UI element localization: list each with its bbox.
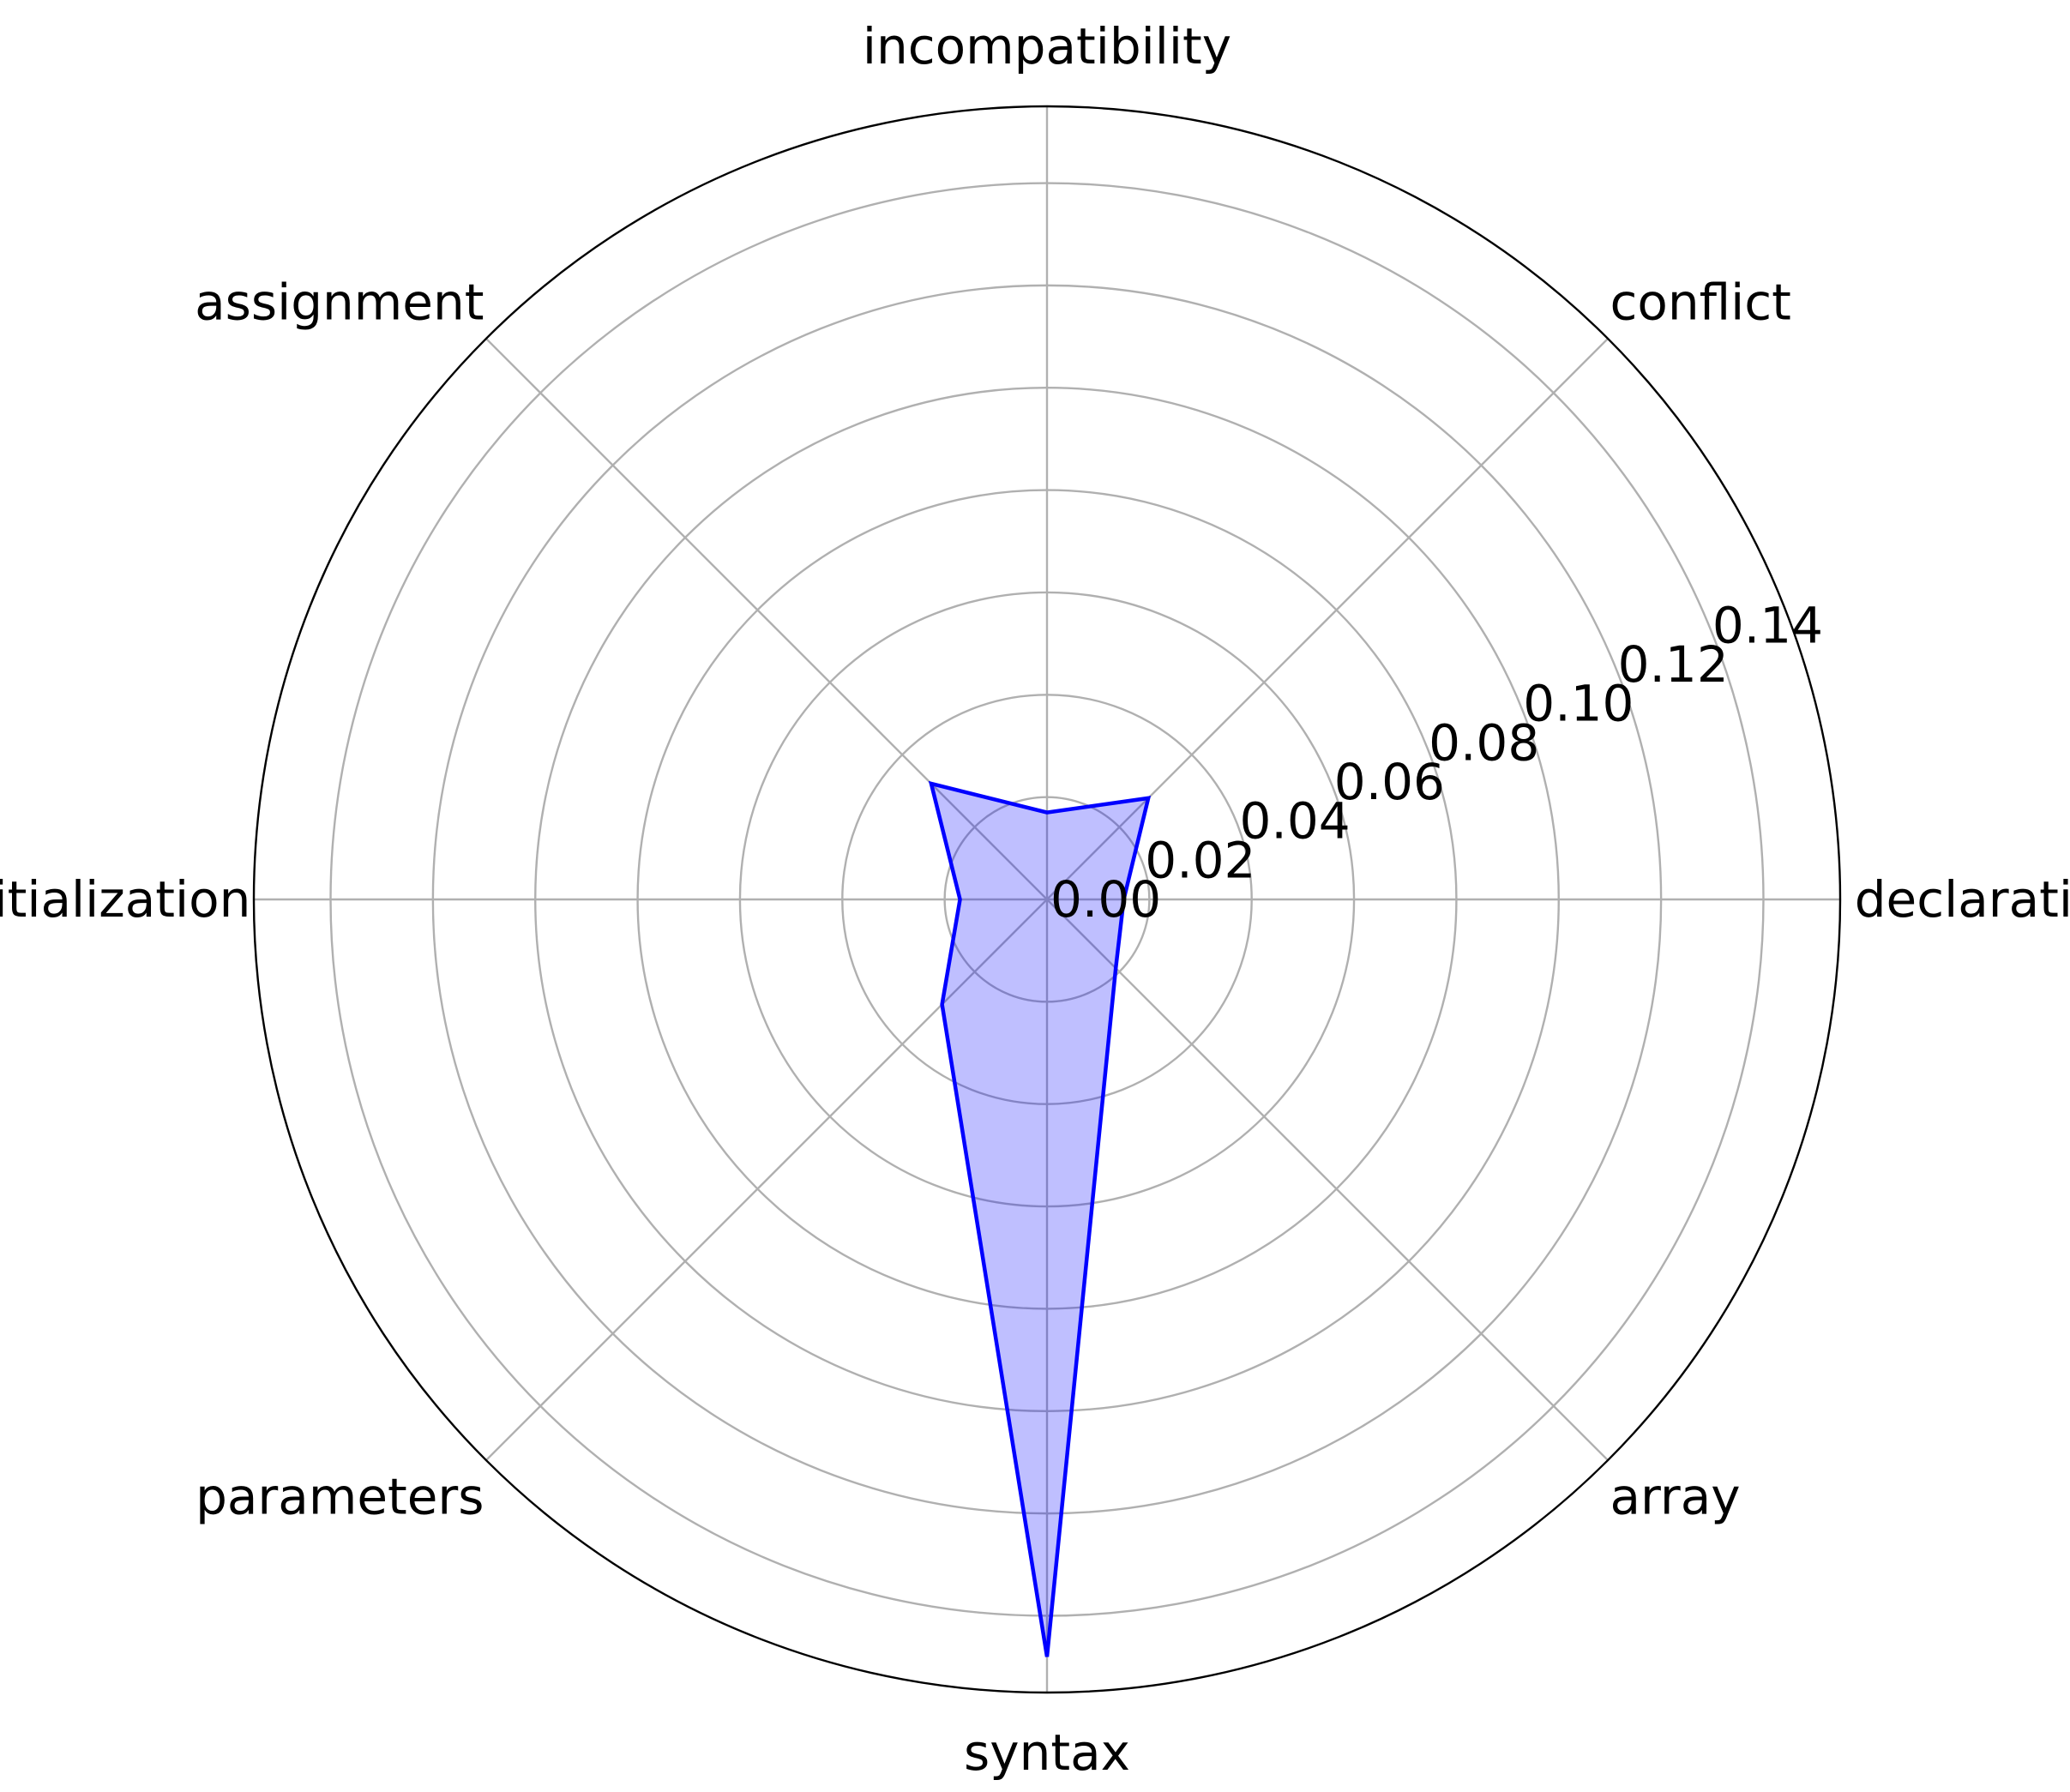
grid-layer: [254, 106, 1840, 1693]
polar-frame: [252, 105, 1842, 1694]
radial-tick-labels: 0.000.020.040.060.080.100.120.14: [1050, 596, 1823, 929]
spoke-parameters: [485, 899, 1048, 1461]
category-label-incompatibility: incompatibility: [863, 17, 1231, 75]
category-label-syntax: syntax: [964, 1723, 1130, 1782]
series-area-0: [930, 783, 1149, 1657]
radial-tick-label: 0.14: [1712, 596, 1823, 654]
radial-tick-label: 0.08: [1429, 713, 1539, 772]
radial-tick-label: 0.02: [1145, 831, 1255, 889]
category-label-declaration: declaration: [1855, 870, 2070, 929]
radial-tick-label: 0.12: [1618, 635, 1729, 694]
series-layer: [928, 780, 1152, 1657]
category-labels: declaration conflict incompatibility assign…: [0, 17, 2070, 1782]
spoke-conflict: [1046, 338, 1609, 900]
radial-tick-label: 0.10: [1523, 675, 1634, 733]
category-label-parameters: parameters: [196, 1468, 484, 1526]
radial-tick-label: 0.04: [1240, 792, 1351, 851]
radial-tick-label: 0.00: [1050, 870, 1161, 929]
spoke-assignment: [485, 338, 1048, 900]
category-label-initialization: initialization: [0, 870, 250, 929]
category-label-array: array: [1610, 1468, 1741, 1526]
spoke-array: [1046, 899, 1609, 1461]
radial-tick-label: 0.06: [1334, 753, 1445, 811]
frame-layer: [252, 105, 1842, 1694]
category-label-assignment: assignment: [195, 274, 484, 332]
category-label-conflict: conflict: [1610, 274, 1791, 332]
series-line-0: [928, 780, 1152, 1657]
